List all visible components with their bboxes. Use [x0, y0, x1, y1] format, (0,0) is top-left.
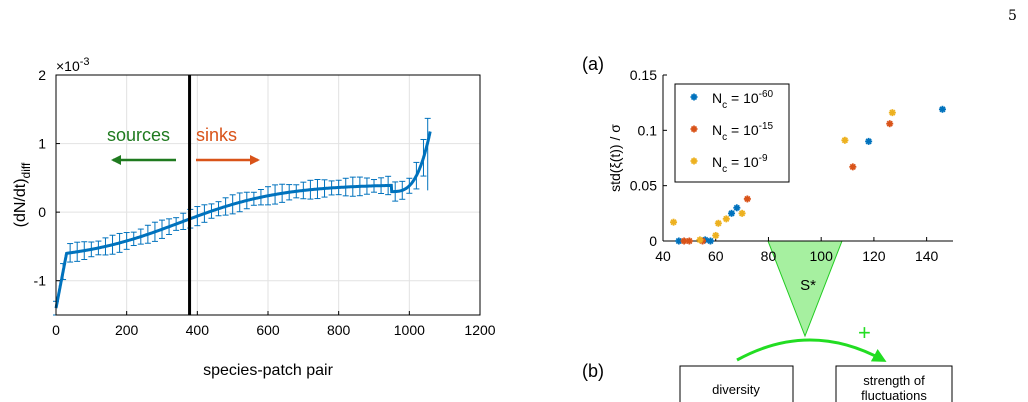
sources-label: sources [107, 125, 170, 145]
right-x-tick-label: 120 [862, 248, 886, 264]
legend-marker-2 [690, 157, 698, 165]
legend-label-1: Nc = 10-15 [712, 121, 774, 143]
data-point-series-2 [714, 219, 722, 227]
fluctuations-label-line2: fluctuations [861, 388, 927, 402]
data-point-series-2-stroke [670, 219, 677, 226]
data-point-series-2 [670, 218, 678, 226]
data-point-series-2 [738, 209, 746, 217]
left-y-tick-label: 2 [38, 67, 46, 83]
panel-a-label: (a) [582, 54, 604, 74]
data-point-series-0-stroke [939, 106, 946, 113]
data-point-series-2-stroke [738, 210, 746, 217]
data-point-series-0 [733, 204, 741, 212]
left-x-tick-label: 400 [186, 322, 210, 338]
data-point-series-0 [865, 137, 873, 145]
data-point-series-2-stroke [889, 109, 896, 116]
data-point-series-1 [849, 163, 857, 171]
right-y-label: std(ξ(t)) / σ [607, 124, 623, 192]
data-point-series-2-stroke [715, 220, 722, 227]
data-point-series-1-stroke [886, 120, 893, 127]
left-y-tick-label: -1 [34, 273, 47, 289]
left-chart: 0 200 400 600 800 1000 1200 -1 0 1 2 ×10-3 specie… [12, 56, 496, 379]
data-point-series-0 [938, 105, 946, 113]
left-x-label: species-patch pair [203, 362, 334, 379]
left-y-ticks: -1 0 1 2 [34, 67, 60, 289]
data-point-series-2-stroke [712, 232, 719, 239]
right-x-tick-label: 140 [915, 248, 939, 264]
left-series-line [54, 131, 432, 309]
diagram-b: (b) + diversity strength of fluctuations [582, 320, 953, 402]
diversity-label: diversity [712, 382, 760, 397]
left-y-label: (dN/dt)diff [12, 162, 33, 227]
data-point-series-2 [888, 109, 896, 117]
sinks-label: sinks [196, 125, 237, 145]
panel-b-label: (b) [582, 361, 604, 381]
data-point-series-1-stroke [849, 163, 856, 170]
data-point-series-2-stroke [696, 236, 704, 244]
left-y-tick-label: 1 [38, 136, 46, 152]
data-point-series-1 [886, 120, 894, 128]
right-y-ticks: 0 0.05 0.1 0.15 [630, 67, 667, 249]
fluctuations-label-line1: strength of [863, 373, 925, 388]
legend-marker-0 [690, 93, 698, 101]
right-x-ticks: 40 60 80 100 120 140 [655, 237, 939, 264]
data-point-series-1-stroke [686, 237, 693, 245]
right-x-tick-label: 60 [708, 248, 724, 264]
right-x-tick-label: 100 [810, 248, 834, 264]
legend-label-0: Nc = 10-60 [712, 89, 774, 111]
legend-label-2: Nc = 10-9 [712, 153, 768, 175]
legend-marker-1-stroke [690, 125, 698, 133]
data-point-series-1 [685, 237, 693, 245]
diversity-box [679, 365, 794, 402]
data-point-series-2-stroke [841, 137, 849, 144]
s-star-label: S* [800, 277, 816, 294]
data-point-series-0-stroke [733, 204, 740, 211]
right-x-tick-label: 80 [761, 248, 777, 264]
left-series [53, 117, 432, 316]
data-point-series-0-stroke [707, 237, 714, 245]
legend: Nc = 10-60 Nc = 10-15 Nc = 10-9 [674, 83, 790, 183]
data-point-series-0-stroke [865, 138, 872, 145]
data-point-series-0-stroke [728, 210, 735, 217]
data-point-series-2 [696, 236, 704, 244]
data-point-series-1-stroke [680, 237, 688, 245]
right-y-tick-label: 0.05 [630, 178, 657, 194]
left-x-tick-label: 1000 [394, 322, 425, 338]
data-point-series-2-stroke [723, 215, 730, 222]
data-point-series-0 [706, 237, 714, 245]
page-number: 5 [1008, 8, 1017, 24]
left-x-tick-label: 800 [327, 322, 351, 338]
data-point-series-2 [722, 215, 730, 223]
legend-marker-2-stroke [690, 157, 698, 165]
right-y-tick-label: 0 [649, 233, 657, 249]
right-y-tick-label: 0.1 [638, 122, 658, 138]
right-points [670, 105, 946, 245]
left-x-tick-label: 0 [52, 322, 60, 338]
left-exponent: ×10-3 [56, 56, 90, 74]
data-point-series-2 [841, 136, 849, 144]
left-x-tick-label: 600 [256, 322, 280, 338]
left-x-tick-label: 1200 [464, 322, 495, 338]
plus-sign: + [858, 320, 871, 345]
fluctuations-box [835, 365, 953, 402]
data-point-series-0-stroke [675, 237, 682, 245]
data-point-series-1 [680, 237, 688, 245]
data-point-series-0 [728, 209, 736, 217]
right-y-tick-label: 0.15 [630, 67, 657, 83]
data-point-series-1-stroke [744, 195, 751, 203]
left-x-ticks: 0 200 400 600 800 1000 1200 [52, 311, 496, 338]
left-y-tick-label: 0 [38, 204, 46, 220]
positive-effect-arrow [736, 338, 887, 362]
data-point-series-1-stroke [699, 237, 706, 245]
legend-marker-0-stroke [690, 93, 698, 101]
left-x-tick-label: 200 [115, 322, 139, 338]
data-point-series-1 [743, 195, 751, 203]
data-point-series-2 [712, 231, 720, 239]
right-chart: (a) 40 60 80 100 120 140 0 0.05 0.1 0.15 std(ξ(t… [582, 54, 953, 338]
right-x-tick-label: 40 [655, 248, 671, 264]
legend-marker-1 [690, 125, 698, 133]
